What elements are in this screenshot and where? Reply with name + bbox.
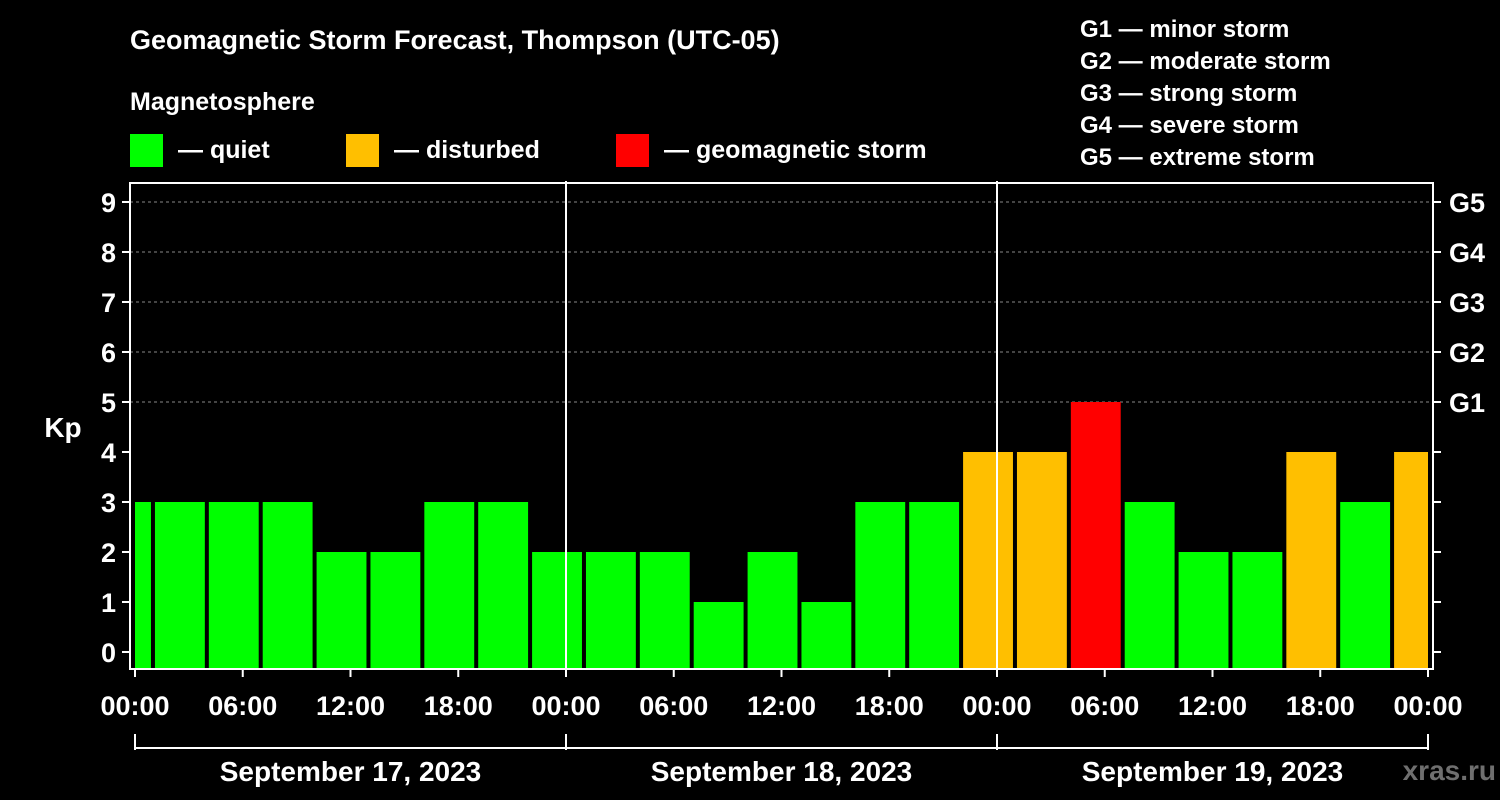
- bar-disturbed: [963, 452, 1013, 669]
- y-tick-label: 0: [101, 638, 116, 668]
- day-label: September 19, 2023: [1082, 756, 1344, 787]
- y-tick-label: 5: [101, 388, 116, 418]
- bar-disturbed: [1016, 452, 1067, 669]
- x-tick-label: 12:00: [316, 691, 385, 721]
- x-tick-label: 06:00: [208, 691, 277, 721]
- bar-quiet: [1124, 502, 1175, 669]
- g-level-label: G5: [1449, 188, 1485, 218]
- y-tick-label: 4: [101, 438, 116, 468]
- bar-quiet: [424, 502, 475, 669]
- gscale-g2: G2 — moderate storm: [1080, 48, 1331, 75]
- bar-quiet: [532, 552, 582, 669]
- gscale-g3: G3 — strong storm: [1080, 80, 1297, 107]
- bar-quiet: [801, 602, 852, 669]
- y-tick-label: 2: [101, 538, 116, 568]
- chart-title: Geomagnetic Storm Forecast, Thompson (UT…: [130, 25, 780, 55]
- x-tick-label: 00:00: [531, 691, 600, 721]
- legend-swatch-quiet: [130, 134, 163, 167]
- legend-swatch-storm: [616, 134, 649, 167]
- legend-swatch-disturbed: [346, 134, 379, 167]
- bar-storm: [1070, 402, 1121, 669]
- g-level-label: G4: [1449, 238, 1485, 268]
- bar-quiet: [478, 502, 529, 669]
- day-label: September 17, 2023: [220, 756, 482, 787]
- x-tick-label: 00:00: [1393, 691, 1462, 721]
- bars: [135, 402, 1428, 669]
- watermark: xras.ru: [1403, 755, 1496, 786]
- bar-quiet: [585, 552, 636, 669]
- bar-quiet: [135, 502, 151, 669]
- y-tick-label: 6: [101, 338, 116, 368]
- bar-disturbed: [1286, 452, 1337, 669]
- bar-quiet: [909, 502, 960, 669]
- y-tick-label: 9: [101, 188, 116, 218]
- bar-quiet: [1178, 552, 1229, 669]
- legend-label-quiet: — quiet: [178, 136, 270, 164]
- axes: [122, 181, 1441, 750]
- gscale-g5: G5 — extreme storm: [1080, 144, 1315, 171]
- tick-labels: 0 1 2 3 4 5 6 7 8 9 G1 G2 G3 G4 G5 00:00 06:00 12:00 18:00…: [100, 188, 1485, 787]
- bar-quiet: [370, 552, 421, 669]
- bar-quiet: [154, 502, 205, 669]
- bar-quiet: [639, 552, 690, 669]
- x-tick-label: 18:00: [424, 691, 493, 721]
- g-level-label: G3: [1449, 288, 1485, 318]
- x-tick-label: 06:00: [639, 691, 708, 721]
- g-level-label: G1: [1449, 388, 1485, 418]
- bar-quiet: [316, 552, 367, 669]
- legend-title: Magnetosphere: [130, 88, 315, 116]
- x-tick-label: 06:00: [1070, 691, 1139, 721]
- x-tick-label: 12:00: [747, 691, 816, 721]
- legend-label-storm: — geomagnetic storm: [664, 136, 927, 164]
- x-tick-label: 00:00: [100, 691, 169, 721]
- day-label: September 18, 2023: [651, 756, 913, 787]
- bar-quiet: [1232, 552, 1283, 669]
- gscale-g4: G4 — severe storm: [1080, 112, 1299, 139]
- x-tick-label: 18:00: [855, 691, 924, 721]
- x-tick-label: 18:00: [1286, 691, 1355, 721]
- y-tick-label: 8: [101, 238, 116, 268]
- y-tick-label: 3: [101, 488, 116, 518]
- x-tick-label: 00:00: [962, 691, 1031, 721]
- g-level-label: G2: [1449, 338, 1485, 368]
- bar-quiet: [747, 552, 798, 669]
- grid-lines: [130, 201, 1433, 403]
- bar-quiet: [855, 502, 906, 669]
- legend-label-disturbed: — disturbed: [394, 136, 540, 164]
- bar-quiet: [1340, 502, 1391, 669]
- y-tick-label: 1: [101, 588, 116, 618]
- y-axis-label: Kp: [44, 412, 81, 443]
- bar-quiet: [262, 502, 313, 669]
- gscale-g1: G1 — minor storm: [1080, 16, 1289, 43]
- bar-disturbed: [1394, 452, 1428, 669]
- bar-quiet: [693, 602, 744, 669]
- x-tick-label: 12:00: [1178, 691, 1247, 721]
- y-tick-label: 7: [101, 288, 116, 318]
- bar-quiet: [208, 502, 259, 669]
